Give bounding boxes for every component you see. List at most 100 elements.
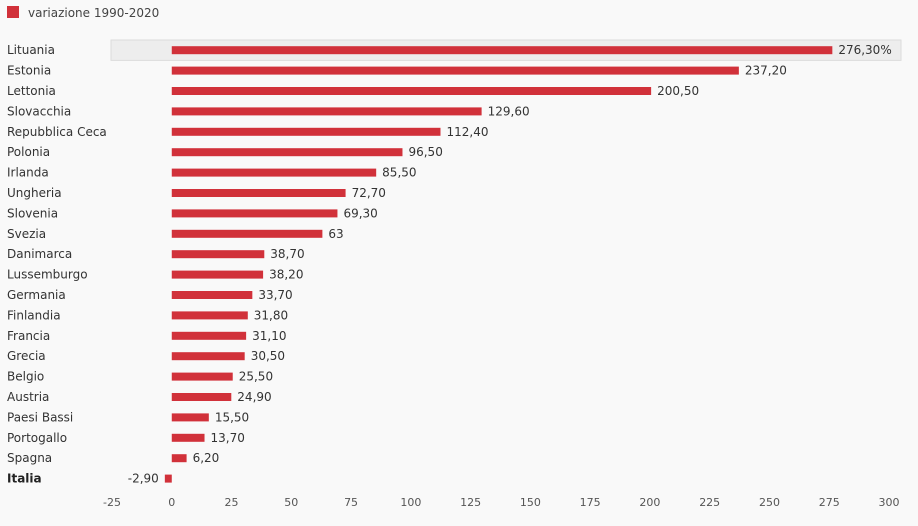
bar[interactable] xyxy=(171,229,323,238)
x-tick-label: 175 xyxy=(580,496,601,509)
data-label: 38,70 xyxy=(270,247,304,261)
bar-row[interactable]: Polonia 96,50 xyxy=(7,145,443,159)
bar-row[interactable]: Danimarca 38,70 xyxy=(7,247,305,261)
bar-row[interactable]: Slovacchia 129,60 xyxy=(7,104,530,118)
category-label: Lituania xyxy=(7,43,55,57)
category-label: Grecia xyxy=(7,349,46,363)
bar[interactable] xyxy=(171,209,338,218)
bar[interactable] xyxy=(171,250,265,259)
x-axis: -25 0 25 50 75 100 125 150 175 200 225 250 275 300 xyxy=(103,496,899,509)
bar[interactable] xyxy=(164,474,172,483)
category-label: Polonia xyxy=(7,145,50,159)
category-label: Slovenia xyxy=(7,206,58,220)
data-label: 13,70 xyxy=(211,431,245,445)
legend-swatch xyxy=(7,6,19,18)
data-label: 63 xyxy=(328,227,343,241)
bar[interactable] xyxy=(171,331,247,340)
x-tick-label: 100 xyxy=(400,496,421,509)
bar-row[interactable]: Slovenia 69,30 xyxy=(7,206,378,220)
x-tick-label: 200 xyxy=(639,496,660,509)
category-label: Austria xyxy=(7,390,49,404)
bar-row[interactable]: Austria 24,90 xyxy=(7,390,272,404)
category-label: Danimarca xyxy=(7,247,72,261)
x-tick-label: 50 xyxy=(284,496,298,509)
bar[interactable] xyxy=(171,393,232,401)
bar-row[interactable]: Svezia 63 xyxy=(7,227,344,241)
category-label: Estonia xyxy=(7,64,51,78)
data-label: 38,20 xyxy=(269,268,303,282)
x-tick-label: 150 xyxy=(520,496,541,509)
data-label: 85,50 xyxy=(382,166,416,180)
data-label: 237,20 xyxy=(745,64,787,78)
bar[interactable] xyxy=(171,352,245,361)
data-label: 25,50 xyxy=(239,370,273,384)
bar[interactable] xyxy=(171,87,652,95)
category-label: Paesi Bassi xyxy=(7,410,73,424)
bar[interactable] xyxy=(171,127,441,136)
data-label: 6,20 xyxy=(193,451,220,465)
bar[interactable] xyxy=(171,107,482,116)
x-tick-label: 225 xyxy=(699,496,720,509)
data-label: 112,40 xyxy=(446,125,488,139)
bar-row[interactable]: Irlanda 85,50 xyxy=(7,166,417,180)
plot-area: Lituania 276,30% Estonia 237,20 Lettonia 200,… xyxy=(7,39,902,486)
category-label: Ungheria xyxy=(7,186,62,200)
bar-row[interactable]: Spagna 6,20 xyxy=(7,451,219,465)
category-label: Francia xyxy=(7,329,50,343)
bar[interactable] xyxy=(171,66,739,75)
category-label: Belgio xyxy=(7,370,44,384)
legend-label: variazione 1990-2020 xyxy=(28,6,159,20)
category-label: Irlanda xyxy=(7,166,49,180)
bar-row[interactable]: Finlandia 31,80 xyxy=(7,308,288,322)
category-label: Germania xyxy=(7,288,66,302)
category-label: Spagna xyxy=(7,451,52,465)
bar-row[interactable]: Portogallo 13,70 xyxy=(7,431,245,445)
bar-row[interactable]: Grecia 30,50 xyxy=(7,349,285,363)
bar[interactable] xyxy=(171,372,233,381)
bar-row[interactable]: Italia -2,90 xyxy=(7,472,172,486)
data-label: 33,70 xyxy=(258,288,292,302)
bar-row[interactable]: Estonia 237,20 xyxy=(7,64,787,78)
bar[interactable] xyxy=(171,413,209,422)
bar[interactable] xyxy=(171,270,264,279)
bar[interactable] xyxy=(171,433,205,442)
bar-row[interactable]: Ungheria 72,70 xyxy=(7,186,386,200)
bar-row[interactable]: Lussemburgo 38,20 xyxy=(7,268,303,282)
bar-row[interactable]: Paesi Bassi 15,50 xyxy=(7,410,249,424)
category-label: Portogallo xyxy=(7,431,67,445)
bar[interactable] xyxy=(171,168,377,177)
bar-row[interactable]: Francia 31,10 xyxy=(7,329,286,343)
legend[interactable]: variazione 1990-2020 xyxy=(7,6,159,20)
category-label: Slovacchia xyxy=(7,104,71,118)
category-label: Lettonia xyxy=(7,84,56,98)
category-label: Italia xyxy=(7,472,42,486)
data-label: 96,50 xyxy=(408,145,442,159)
x-tick-label: 0 xyxy=(168,496,175,509)
bar-row[interactable]: Lituania 276,30% xyxy=(7,39,902,61)
x-tick-label: 275 xyxy=(819,496,840,509)
data-label: -2,90 xyxy=(128,472,159,486)
category-label: Svezia xyxy=(7,227,46,241)
bar[interactable] xyxy=(171,311,248,320)
x-tick-label: 300 xyxy=(879,496,900,509)
bar[interactable] xyxy=(171,454,187,463)
bar-row[interactable]: Lettonia 200,50 xyxy=(7,84,699,98)
bar[interactable] xyxy=(171,291,253,299)
data-label: 31,10 xyxy=(252,329,286,343)
x-tick-label: 25 xyxy=(225,496,239,509)
x-tick-label: -25 xyxy=(103,496,121,509)
x-tick-label: 125 xyxy=(460,496,481,509)
bar-row[interactable]: Germania 33,70 xyxy=(7,288,293,302)
category-label: Repubblica Ceca xyxy=(7,125,107,139)
bar[interactable] xyxy=(171,46,833,55)
data-label: 276,30% xyxy=(838,43,891,57)
data-label: 15,50 xyxy=(215,410,249,424)
bar-row[interactable]: Repubblica Ceca 112,40 xyxy=(7,125,488,139)
data-label: 72,70 xyxy=(352,186,386,200)
data-label: 30,50 xyxy=(251,349,285,363)
bar-row[interactable]: Belgio 25,50 xyxy=(7,370,273,384)
bar[interactable] xyxy=(171,189,346,197)
category-label: Lussemburgo xyxy=(7,268,88,282)
bar[interactable] xyxy=(171,148,403,157)
